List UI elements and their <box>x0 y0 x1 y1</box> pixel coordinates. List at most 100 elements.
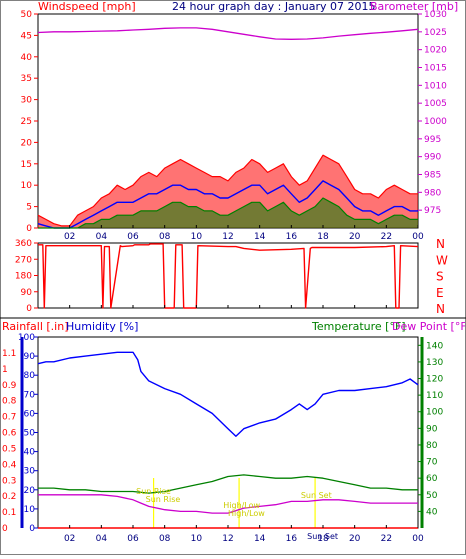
panel-climate-frame <box>37 336 419 529</box>
barometer-tick-label: 1030 <box>424 10 447 20</box>
x-tick-label: 04 <box>96 534 108 544</box>
humidity-tick-label: 50 <box>24 429 36 439</box>
barometer-tick-label: 1025 <box>424 28 447 38</box>
rainfall-tick-label: 0.2 <box>2 492 16 502</box>
highlow-label: High/Low <box>223 501 260 510</box>
compass-label: N <box>436 302 445 316</box>
x-tick-label: 14 <box>254 232 266 242</box>
temperature-tick-label: 70 <box>426 458 438 468</box>
barometer-tick-label: 1010 <box>424 81 447 91</box>
humidity-axis-label: Humidity [%] <box>66 320 138 333</box>
temperature-tick-label: 50 <box>426 491 438 501</box>
x-tick-label: 08 <box>159 534 171 544</box>
x-tick-label: 06 <box>127 534 139 544</box>
compass-label: S <box>436 270 444 284</box>
humidity-tick-label: 10 <box>24 505 36 515</box>
direction-tick-label: 180 <box>15 272 32 282</box>
barometer-tick-label: 975 <box>424 206 441 216</box>
rainfall-tick-label: 0.6 <box>2 429 17 439</box>
temperature-tick-label: 130 <box>426 358 443 368</box>
barometer-tick-label: 995 <box>424 135 441 145</box>
rainfall-tick-label: 0 <box>2 524 8 534</box>
chart-title: 24 hour graph day : January 07 2015 <box>172 0 376 13</box>
sunrise-label: Sun Rise <box>136 487 171 496</box>
x-tick-label: 20 <box>349 232 361 242</box>
barometer-tick-label: 1015 <box>424 64 447 74</box>
direction-tick-label: 360 <box>15 239 32 249</box>
windspeed-tick-label: 15 <box>21 160 32 170</box>
humidity-tick-label: 60 <box>24 409 36 419</box>
humidity-tick-label: 30 <box>24 467 36 477</box>
windspeed-tick-label: 35 <box>21 74 32 84</box>
x-tick-label: 18 <box>317 534 329 544</box>
windspeed-tick-label: 10 <box>21 181 33 191</box>
x-tick-label: 02 <box>64 534 75 544</box>
rainfall-tick-label: 0.8 <box>2 397 17 407</box>
humidity-tick-label: 20 <box>24 486 36 496</box>
temperature-tick-label: 100 <box>426 408 443 418</box>
x-tick-label: 22 <box>381 232 392 242</box>
rainfall-tick-label: 1.1 <box>2 349 16 359</box>
windspeed-tick-label: 0 <box>26 224 32 234</box>
x-tick-label: 16 <box>286 534 298 544</box>
humidity-tick-label: 40 <box>24 448 36 458</box>
rainfall-tick-label: 0.7 <box>2 413 16 423</box>
rainfall-tick-label: 0.5 <box>2 444 16 454</box>
humidity-tick-label: 100 <box>18 333 35 343</box>
direction-tick-label: 90 <box>21 288 33 298</box>
rainfall-tick-label: 0.1 <box>2 508 16 518</box>
windspeed-tick-label: 20 <box>21 138 33 148</box>
humidity-series-line <box>37 351 419 437</box>
x-tick-label: 16 <box>286 232 298 242</box>
humidity-tick-label: 90 <box>24 352 36 362</box>
x-tick-label: 00 <box>412 232 424 242</box>
x-tick-label: 08 <box>159 232 171 242</box>
rainfall-tick-label: 0.3 <box>2 476 16 486</box>
x-tick-label: 00 <box>412 534 424 544</box>
barometer-tick-label: 1000 <box>424 117 447 127</box>
temperature-tick-label: 60 <box>426 474 438 484</box>
direction-tick-label: 0 <box>26 304 32 314</box>
temperature-tick-label: 90 <box>426 424 438 434</box>
direction-series-line <box>38 243 419 309</box>
temperature-tick-label: 110 <box>426 391 443 401</box>
compass-label: N <box>436 237 445 251</box>
windspeed-tick-label: 40 <box>21 53 33 63</box>
barometer-tick-label: 980 <box>424 188 441 198</box>
humidity-tick-label: 0 <box>29 524 35 534</box>
x-tick-label: 20 <box>349 534 361 544</box>
panel-direction-frame <box>37 242 419 309</box>
x-tick-label: 06 <box>127 232 139 242</box>
x-tick-label: 10 <box>191 534 203 544</box>
dewpoint-series-line <box>38 494 418 514</box>
windspeed-tick-label: 45 <box>21 31 32 41</box>
humidity-tick-label: 80 <box>24 371 36 381</box>
x-tick-label: 12 <box>222 534 233 544</box>
x-tick-label: 22 <box>381 534 392 544</box>
temperature-axis-label: Temperature [°F] <box>311 320 406 333</box>
sunrise-label: Sun Rise <box>146 495 181 504</box>
temperature-tick-label: 80 <box>426 441 438 451</box>
gust-series-line <box>37 154 418 227</box>
rainfall-axis-label: Rainfall [.in] <box>2 320 69 333</box>
windspeed-tick-label: 25 <box>21 117 32 127</box>
low-series-line <box>38 197 418 229</box>
windspeed-tick-label: 5 <box>26 203 32 213</box>
barometer-tick-label: 1005 <box>424 99 447 109</box>
windspeed-axis-label: Windspeed [mph] <box>38 0 136 13</box>
windspeed-tick-label: 30 <box>21 96 33 106</box>
dewpoint-axis-label: Dew Point [°F] <box>392 320 466 333</box>
barometer-series-line <box>37 27 419 40</box>
x-tick-label: 10 <box>191 232 203 242</box>
sunset-label: Sun Set <box>307 532 338 541</box>
direction-tick-label: 270 <box>15 255 32 265</box>
rainfall-tick-label: 0.9 <box>2 381 17 391</box>
rainfall-tick-label: 1 <box>2 365 8 375</box>
barometer-tick-label: 1020 <box>424 46 447 56</box>
windspeed-tick-label: 50 <box>21 10 33 20</box>
highlow-label: High/Low <box>228 509 265 518</box>
low-series-area <box>38 198 418 228</box>
temperature-series-line <box>38 474 418 494</box>
x-tick-label: 18 <box>317 232 329 242</box>
